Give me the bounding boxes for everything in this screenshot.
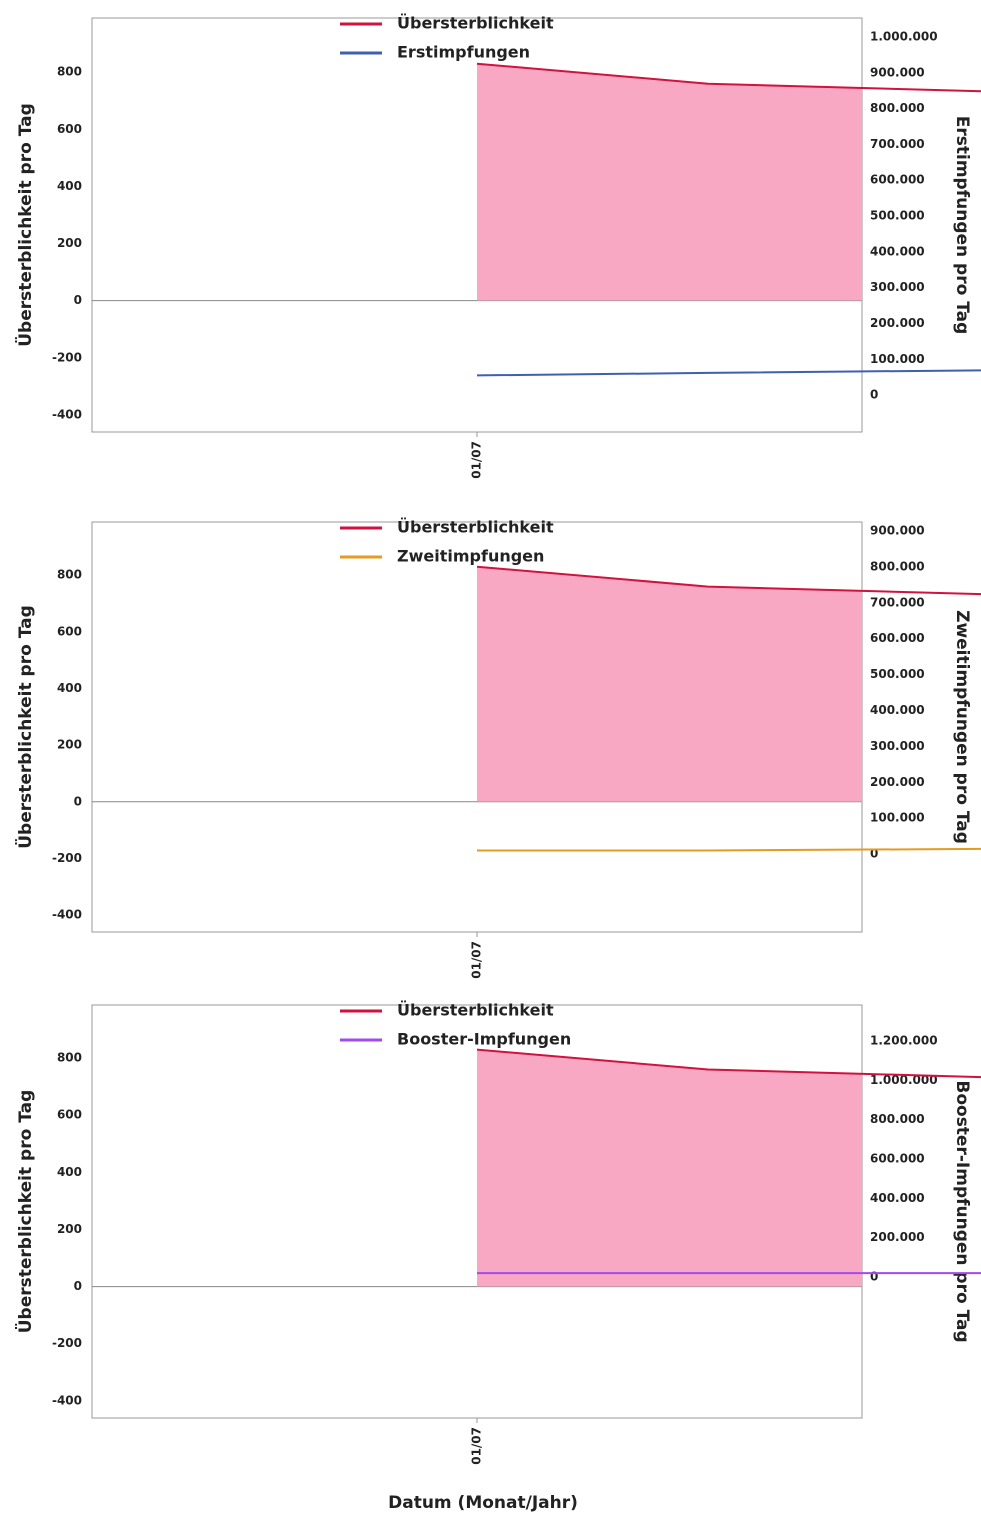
y-tick-label: 400	[57, 179, 82, 193]
y-axis-title: Übersterblichkeit pro Tag	[14, 1090, 36, 1334]
y-tick-label: 200	[57, 1222, 82, 1236]
y-tick-label: 600	[57, 624, 82, 638]
y2-tick-label: 800.000	[870, 1112, 925, 1126]
y-tick-label: 0	[74, 293, 82, 307]
y2-tick-label: 1.200.000	[870, 1033, 938, 1047]
y2-tick-label: 800.000	[870, 101, 925, 115]
y2-tick-label: 400.000	[870, 244, 925, 258]
x-tick-label: 01/07	[470, 1427, 484, 1465]
y2-axis-title: Booster-Impfungen pro Tag	[952, 1080, 972, 1342]
y2-tick-label: 0	[870, 1269, 878, 1283]
legend-label: Übersterblichkeit	[397, 1001, 554, 1020]
y2-tick-label: 400.000	[870, 703, 925, 717]
y-tick-label: -200	[52, 350, 82, 364]
legend-label: Übersterblichkeit	[397, 518, 554, 537]
y2-tick-label: 300.000	[870, 280, 925, 294]
y-tick-label: -200	[52, 1336, 82, 1350]
y-axis-title: Übersterblichkeit pro Tag	[14, 103, 36, 347]
y-tick-label: 600	[57, 1108, 82, 1122]
legend-label: Booster-Impfungen	[397, 1030, 571, 1049]
area	[477, 566, 862, 802]
y2-tick-label: 100.000	[870, 352, 925, 366]
y-tick-label: 800	[57, 1051, 82, 1065]
y2-tick-label: 800.000	[870, 559, 925, 573]
y2-tick-label: 900.000	[870, 523, 925, 537]
y2-tick-label: 500.000	[870, 667, 925, 681]
y-tick-label: 200	[57, 236, 82, 250]
y2-tick-label: 200.000	[870, 316, 925, 330]
y-tick-label: 0	[74, 1279, 82, 1293]
y2-tick-label: 900.000	[870, 65, 925, 79]
y2-tick-label: 600.000	[870, 1151, 925, 1165]
y-tick-label: 200	[57, 738, 82, 752]
x-tick-label: 01/07	[470, 941, 484, 979]
y2-tick-label: 600.000	[870, 173, 925, 187]
y-tick-label: -200	[52, 851, 82, 865]
y2-tick-label: 600.000	[870, 631, 925, 645]
y2-tick-label: 400.000	[870, 1191, 925, 1205]
y2-axis-title: Zweitimpfungen pro Tag	[952, 610, 972, 844]
y-tick-label: 0	[74, 794, 82, 808]
y2-tick-label: 0	[870, 388, 878, 402]
y-tick-label: -400	[52, 1393, 82, 1407]
y-axis-title: Übersterblichkeit pro Tag	[14, 605, 36, 849]
y2-tick-label: 0	[870, 847, 878, 861]
legend-label: Zweitimpfungen	[397, 547, 544, 566]
y2-tick-label: 300.000	[870, 739, 925, 753]
y-tick-label: 600	[57, 122, 82, 136]
y2-tick-label: 200.000	[870, 775, 925, 789]
y-tick-label: -400	[52, 908, 82, 922]
x-tick-label: 01/07	[470, 441, 484, 479]
y-tick-label: 800	[57, 568, 82, 582]
legend-label: Erstimpfungen	[397, 43, 530, 62]
y2-tick-label: 100.000	[870, 811, 925, 825]
y-tick-label: 400	[57, 681, 82, 695]
y-tick-label: 800	[57, 65, 82, 79]
y2-tick-label: 500.000	[870, 209, 925, 223]
y-tick-label: -400	[52, 407, 82, 421]
y2-tick-label: 700.000	[870, 595, 925, 609]
legend-label: Übersterblichkeit	[397, 14, 554, 33]
y-tick-label: 400	[57, 1165, 82, 1179]
y2-tick-label: 1.000.000	[870, 29, 938, 43]
y2-axis-title: Erstimpfungen pro Tag	[952, 116, 972, 334]
area	[477, 63, 862, 301]
area	[477, 1049, 862, 1287]
y2-tick-label: 200.000	[870, 1230, 925, 1244]
y2-tick-label: 700.000	[870, 137, 925, 151]
x-axis-title: Datum (Monat/Jahr)	[388, 1493, 578, 1513]
